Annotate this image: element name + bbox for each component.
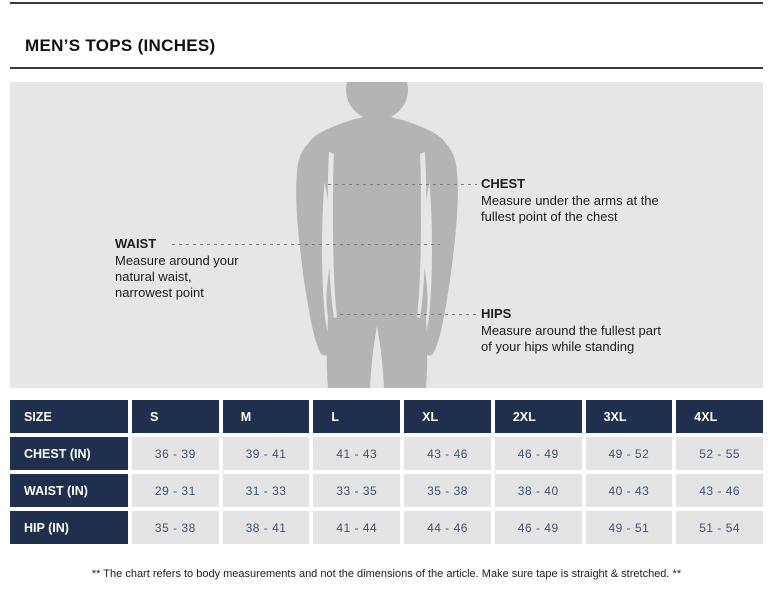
hips-annotation-title: HIPS <box>481 306 512 321</box>
chest-annotation-title: CHEST <box>481 176 526 191</box>
size-column-header-m: M <box>222 400 310 433</box>
hips-annotation-description: Measure around the fullest part of your … <box>481 323 661 354</box>
size-range-cell: 35 - 38 <box>404 474 491 507</box>
size-range-cell: 41 - 44 <box>313 511 401 544</box>
size-column-header-3xl: 3XL <box>585 400 673 433</box>
title-divider <box>10 67 763 69</box>
size-range-cell: 36 - 39 <box>132 437 219 470</box>
size-column-header-2xl: 2XL <box>494 400 582 433</box>
size-range-cell: 52 - 55 <box>676 437 763 470</box>
chest-measure-line <box>328 184 477 186</box>
size-range-cell: 51 - 54 <box>676 511 763 544</box>
waist-annotation-title: WAIST <box>115 236 157 251</box>
size-range-cell: 41 - 43 <box>313 437 401 470</box>
size-range-cell: 39 - 41 <box>222 437 310 470</box>
chest-annotation: CHEST Measure under the arms at the full… <box>481 176 671 225</box>
waist-annotation-description: Measure around your natural waist, narro… <box>115 253 239 300</box>
measurement-row-label: WAIST (IN) <box>10 474 128 507</box>
size-range-cell: 29 - 31 <box>132 474 219 507</box>
size-range-cell: 35 - 38 <box>132 511 219 544</box>
size-range-cell: 40 - 43 <box>585 474 673 507</box>
size-column-header-xl: XL <box>404 400 491 433</box>
male-body-silhouette-image <box>296 82 458 388</box>
chest-annotation-description: Measure under the arms at the fullest po… <box>481 193 659 224</box>
size-range-cell: 38 - 41 <box>222 511 310 544</box>
size-range-cell: 49 - 52 <box>585 437 673 470</box>
size-range-cell: 46 - 49 <box>494 437 582 470</box>
size-range-cell: 49 - 51 <box>585 511 673 544</box>
size-table: SIZE S M L XL 2XL 3XL 4XL CHEST (IN) 36 - 39 39 - … <box>10 400 763 544</box>
size-range-cell: 31 - 33 <box>222 474 310 507</box>
size-column-header-s: S <box>132 400 219 433</box>
measurement-row-label: CHEST (IN) <box>10 437 128 470</box>
size-range-cell: 44 - 46 <box>404 511 491 544</box>
size-range-cell: 43 - 46 <box>404 437 491 470</box>
size-column-header-l: L <box>313 400 401 433</box>
waist-annotation: WAIST Measure around your natural waist,… <box>115 236 250 301</box>
hips-measure-line <box>340 314 477 316</box>
waist-measure-line <box>172 244 440 246</box>
hips-annotation: HIPS Measure around the fullest part of … <box>481 306 666 355</box>
measurement-diagram-panel: CHEST Measure under the arms at the full… <box>10 82 763 388</box>
top-divider <box>10 2 763 4</box>
size-range-cell: 43 - 46 <box>676 474 763 507</box>
size-range-cell: 33 - 35 <box>313 474 401 507</box>
size-range-cell: 46 - 49 <box>494 511 582 544</box>
page-title: MEN’S TOPS (INCHES) <box>25 36 216 55</box>
size-range-cell: 38 - 40 <box>494 474 582 507</box>
footnote: ** The chart refers to body measurements… <box>91 568 682 580</box>
size-column-header-4xl: 4XL <box>676 400 763 433</box>
measurement-row-label: HIP (IN) <box>10 511 128 544</box>
size-table-corner-header: SIZE <box>10 400 128 433</box>
